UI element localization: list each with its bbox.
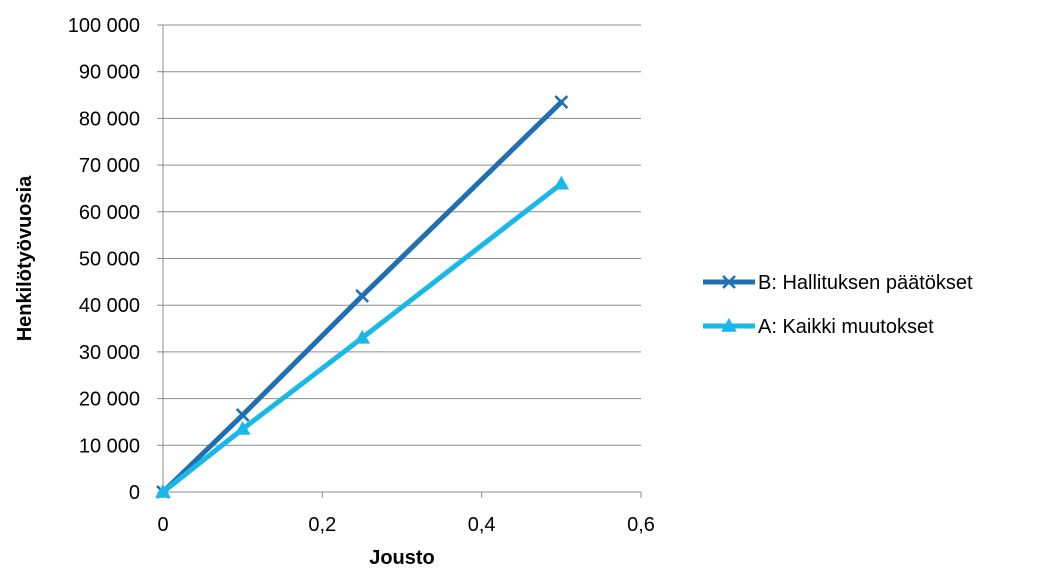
series-group: [155, 95, 570, 499]
triangle-marker: [354, 329, 371, 344]
x-marker: [235, 408, 250, 422]
legend-entry: A: Kaikki muutokset: [703, 316, 934, 338]
y-tick-label: 60 000: [79, 202, 140, 224]
triangle-marker: [721, 317, 737, 332]
legend-entry: B: Hallituksen päätökset: [703, 272, 973, 294]
tick-labels: 0 10 000 20 000 30 000 40 000 50 000 60 000 70 …: [68, 15, 655, 536]
x-tick-label: 0,2: [308, 514, 336, 536]
x-marker: [722, 275, 736, 289]
x-tick-label: 0,6: [627, 514, 655, 536]
y-tick-label: 90 000: [79, 62, 140, 84]
legend: B: Hallituksen päätökset A: Kaikki muutok…: [703, 272, 973, 338]
y-tick-label: 50 000: [79, 249, 140, 271]
series-line: [160, 181, 564, 495]
x-axis-title: Jousto: [369, 547, 435, 569]
y-tick-label: 100 000: [68, 15, 140, 37]
x-tick-label: 0,4: [468, 514, 496, 536]
legend-label: A: Kaikki muutokset: [758, 316, 934, 338]
series-line: [160, 99, 564, 495]
gridlines: [163, 24, 641, 446]
legend-label: B: Hallituksen päätökset: [758, 272, 973, 294]
y-tick-label: 80 000: [79, 108, 140, 130]
triangle-marker: [234, 420, 251, 435]
triangle-marker: [553, 175, 570, 190]
y-tick-label: 40 000: [79, 295, 140, 317]
y-tick-label: 30 000: [79, 342, 140, 364]
series-1: [155, 175, 570, 498]
y-tick-label: 10 000: [79, 435, 140, 457]
y-axis-title: Henkilötyövuosia: [14, 175, 36, 341]
x-marker: [554, 95, 569, 109]
series-0: [156, 95, 569, 499]
x-tick-label: 0: [157, 514, 168, 536]
x-marker: [355, 288, 370, 303]
triangle-marker: [155, 483, 171, 498]
y-tick-label: 0: [129, 482, 140, 504]
y-tick-label: 20 000: [79, 389, 140, 411]
y-tick-label: 70 000: [79, 155, 140, 177]
